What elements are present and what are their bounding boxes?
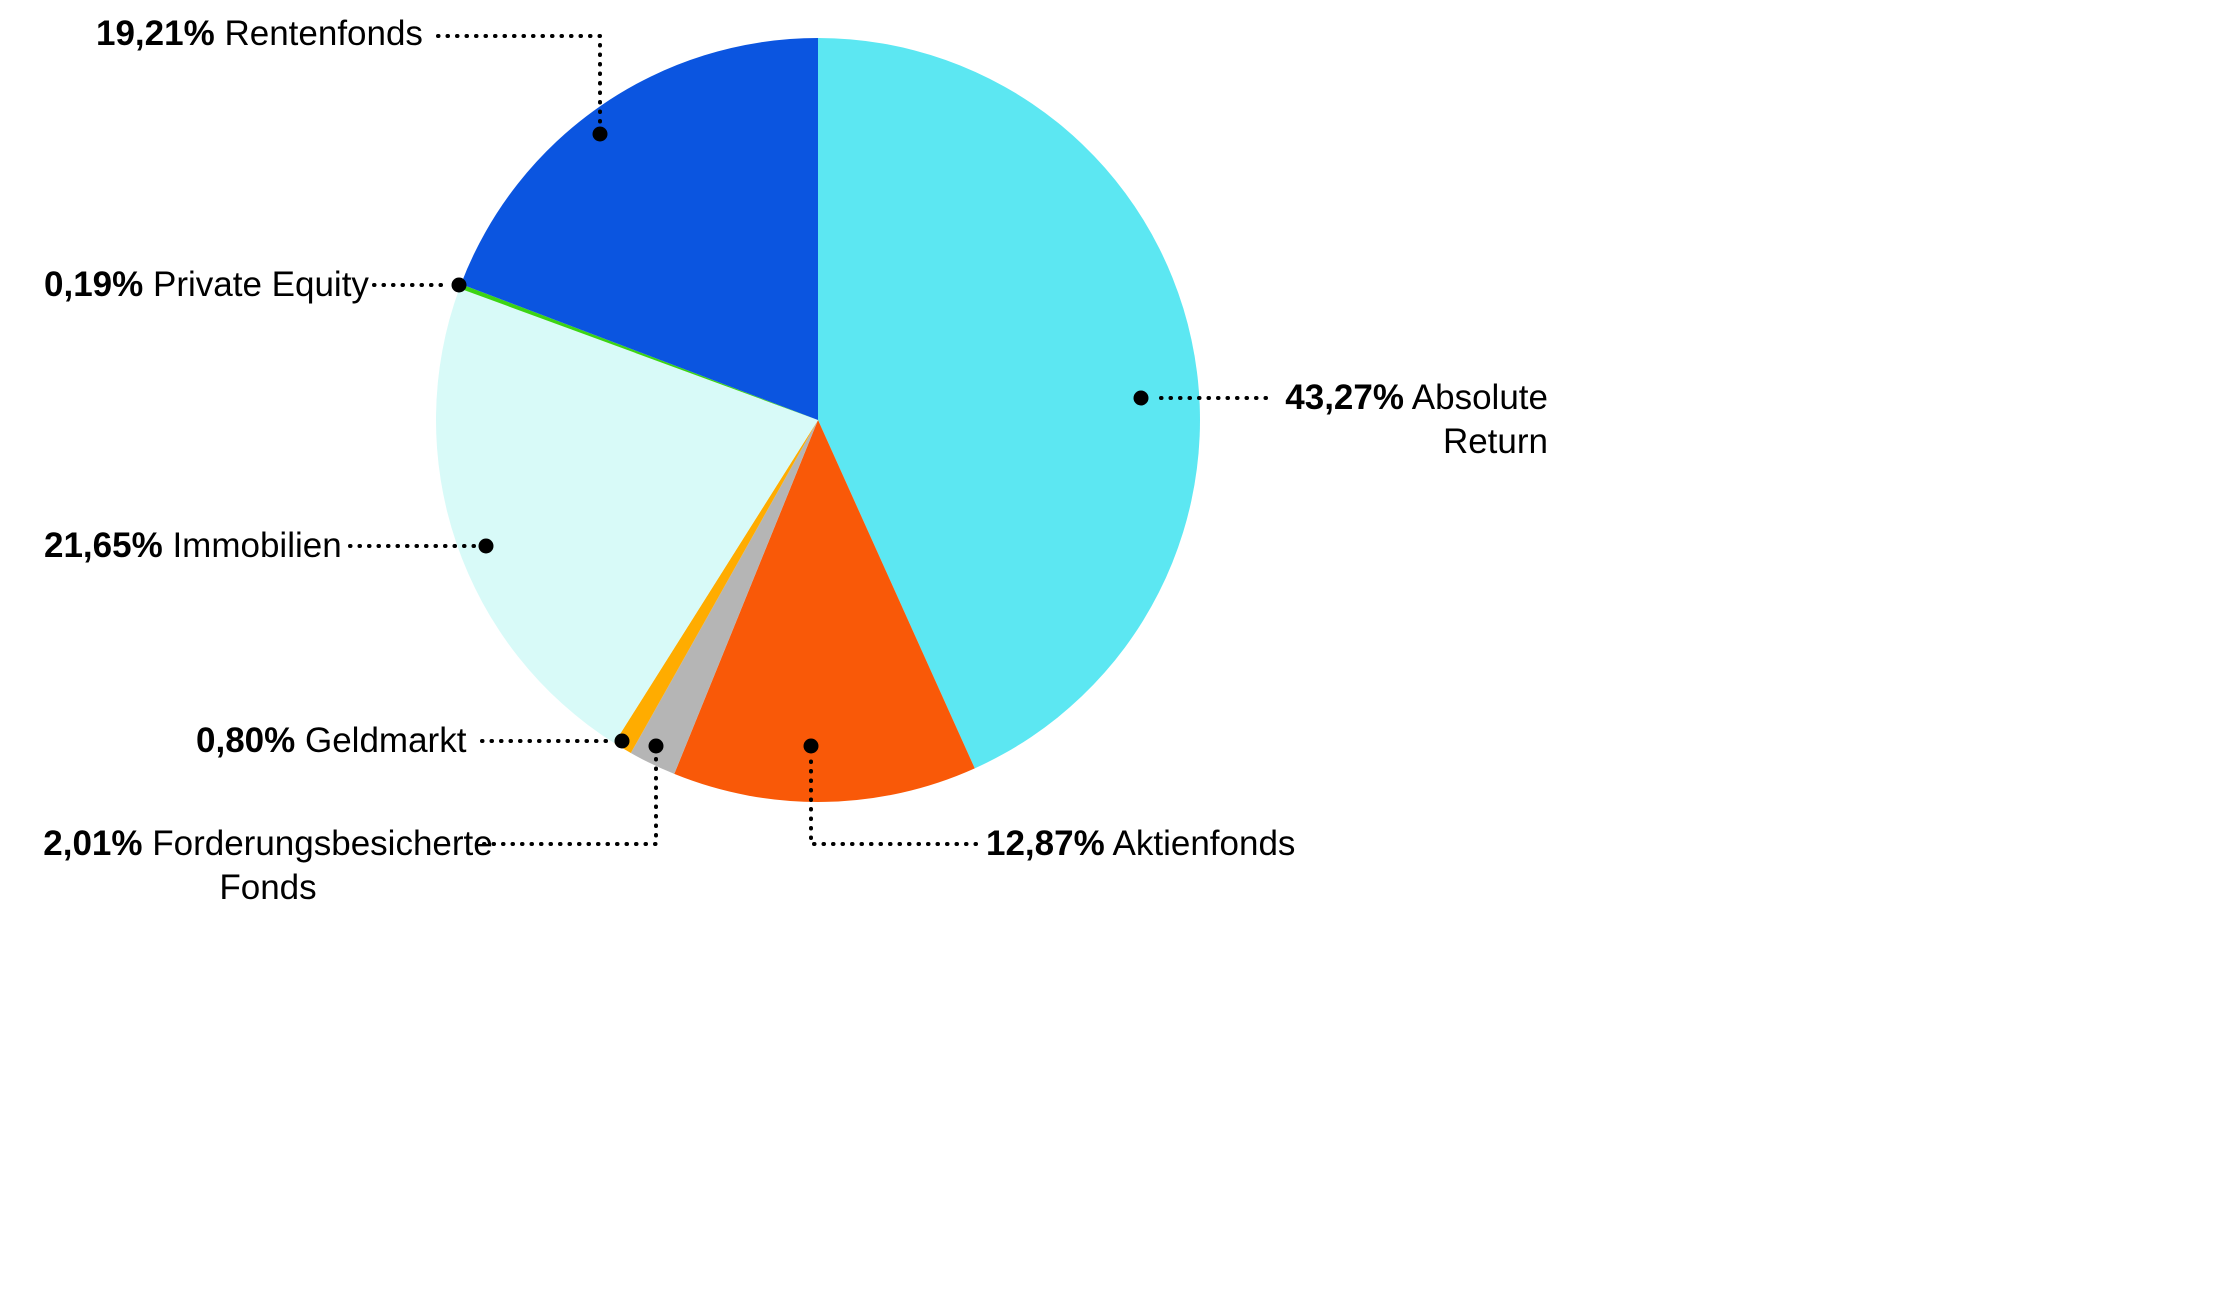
label-forderungsbesicherte-fonds-pct: 2,01% [43, 824, 143, 863]
label-forderungsbesicherte-fonds-name: Forderungsbesicherte Fonds [152, 824, 493, 907]
leader-dot-private-equity [451, 277, 467, 293]
pie-slice-immobilien [435, 288, 818, 744]
label-immobilien: 21,65% Immobilien [44, 524, 342, 568]
pie-slice-aktienfonds [674, 420, 975, 802]
leader-line-rentenfonds [436, 34, 602, 126]
label-forderungsbesicherte-fonds: 2,01% Forderungsbesicherte Fonds [8, 822, 528, 910]
leader-dot-geldmarkt [614, 733, 630, 749]
label-absolute-return-pct: 43,27% [1285, 378, 1404, 417]
label-geldmarkt-pct: 0,80% [196, 721, 296, 760]
leader-line-aktienfonds [809, 754, 978, 846]
label-private-equity-name: Private Equity [152, 265, 369, 304]
pie-slice-geldmarkt [614, 420, 818, 753]
callout-lines [348, 34, 1268, 846]
label-immobilien-pct: 21,65% [44, 526, 163, 565]
leader-dot-aktienfonds [803, 738, 819, 754]
label-geldmarkt: 0,80% Geldmarkt [196, 719, 466, 763]
leader-dot-forderungsbesicherte-fonds [648, 738, 664, 754]
label-rentenfonds-name: Rentenfonds [224, 14, 423, 53]
pie-slice-forderungsbesicherte-fonds [630, 420, 818, 774]
leader-dot-absolute-return [1133, 390, 1149, 406]
label-aktienfonds-pct: 12,87% [986, 824, 1105, 863]
label-private-equity-pct: 0,19% [44, 265, 144, 304]
label-aktienfonds: 12,87% Aktienfonds [986, 822, 1295, 866]
label-geldmarkt-name: Geldmarkt [304, 721, 467, 760]
label-rentenfonds: 19,21% Rentenfonds [96, 12, 423, 56]
label-absolute-return-name: Absolute Return [1411, 378, 1548, 461]
label-rentenfonds-pct: 19,21% [96, 14, 215, 53]
leader-dot-immobilien [478, 538, 494, 554]
pie-slice-absolute-return [818, 38, 1200, 769]
label-immobilien-name: Immobilien [172, 526, 342, 565]
pie-slices [435, 38, 1200, 802]
label-absolute-return: 43,27% Absolute Return [1248, 376, 1548, 464]
pie-slice-rentenfonds [461, 38, 818, 420]
leader-dot-rentenfonds [592, 126, 608, 142]
leader-line-forderungsbesicherte-fonds [482, 754, 658, 846]
label-private-equity: 0,19% Private Equity [44, 263, 369, 307]
pie-slice-private-equity [459, 284, 818, 420]
label-aktienfonds-name: Aktienfonds [1112, 824, 1296, 863]
